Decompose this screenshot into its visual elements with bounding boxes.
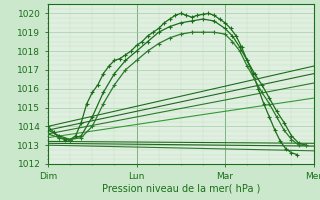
X-axis label: Pression niveau de la mer( hPa ): Pression niveau de la mer( hPa ) — [102, 183, 260, 193]
